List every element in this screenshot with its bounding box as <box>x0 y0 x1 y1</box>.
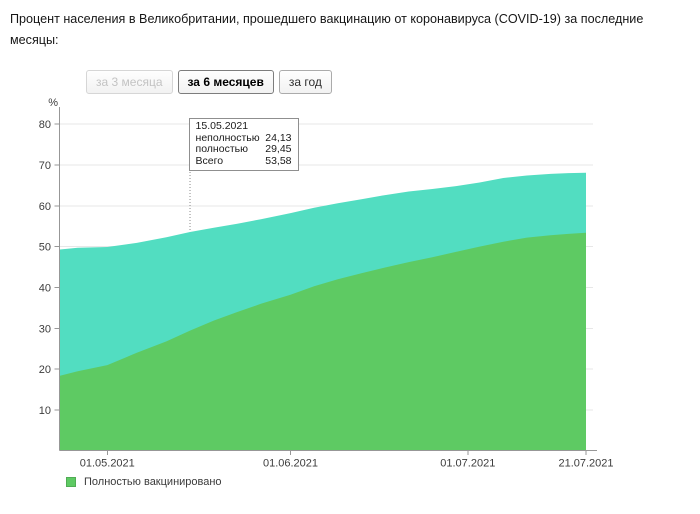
tooltip-row-label: полностью <box>195 143 248 156</box>
x-tick-label: 01.06.2021 <box>263 458 318 470</box>
y-tick-label: 10 <box>39 405 51 417</box>
y-tick-label: 20 <box>39 364 51 376</box>
legend-label: Полностью вакцинировано <box>84 476 222 488</box>
x-tick-label: 01.07.2021 <box>440 458 495 470</box>
tooltip-row: неполностью 24,13 <box>195 131 292 145</box>
tooltip-row-value: 24,13 <box>265 131 292 144</box>
tooltip-row: полностью 29,45 <box>196 144 292 156</box>
tooltip-row-value: 53,58 <box>265 154 292 167</box>
range-button-3-months: за 3 месяца <box>86 70 173 94</box>
y-tick-label: 30 <box>39 323 51 335</box>
y-axis-unit-label: % <box>48 97 58 109</box>
chart-tooltip: 15.05.2021 неполностью 24,13 полностью 2… <box>188 118 299 172</box>
y-tick-label: 50 <box>39 242 51 254</box>
tooltip-date: 15.05.2021 <box>195 120 249 132</box>
tooltip-row: Всего 53,58 <box>195 154 292 168</box>
legend-swatch <box>66 477 76 487</box>
y-tick-label: 80 <box>39 119 51 131</box>
x-tick-label: 21.07.2021 <box>558 458 613 470</box>
legend-item-fully-vaccinated[interactable]: Полностью вакцинировано <box>66 476 222 488</box>
y-tick-label: 70 <box>39 160 51 172</box>
y-tick-label: 40 <box>39 282 51 294</box>
page-title: Процент населения в Великобритании, прош… <box>10 12 644 47</box>
range-button-year[interactable]: за год <box>278 70 332 94</box>
range-button-6-months[interactable]: за 6 месяцев <box>177 70 274 94</box>
tooltip-row-value: 29,45 <box>265 143 292 156</box>
chart-legend: Полностью вакцинировано <box>66 476 222 488</box>
x-tick-label: 01.05.2021 <box>80 458 135 470</box>
y-tick-label: 60 <box>39 201 51 213</box>
range-buttons: за 3 месяца за 6 месяцев за год <box>86 70 332 94</box>
area-fully[interactable] <box>60 232 586 451</box>
tooltip-row-label: неполностью <box>195 131 260 144</box>
tooltip-row-label: Всего <box>195 154 224 167</box>
